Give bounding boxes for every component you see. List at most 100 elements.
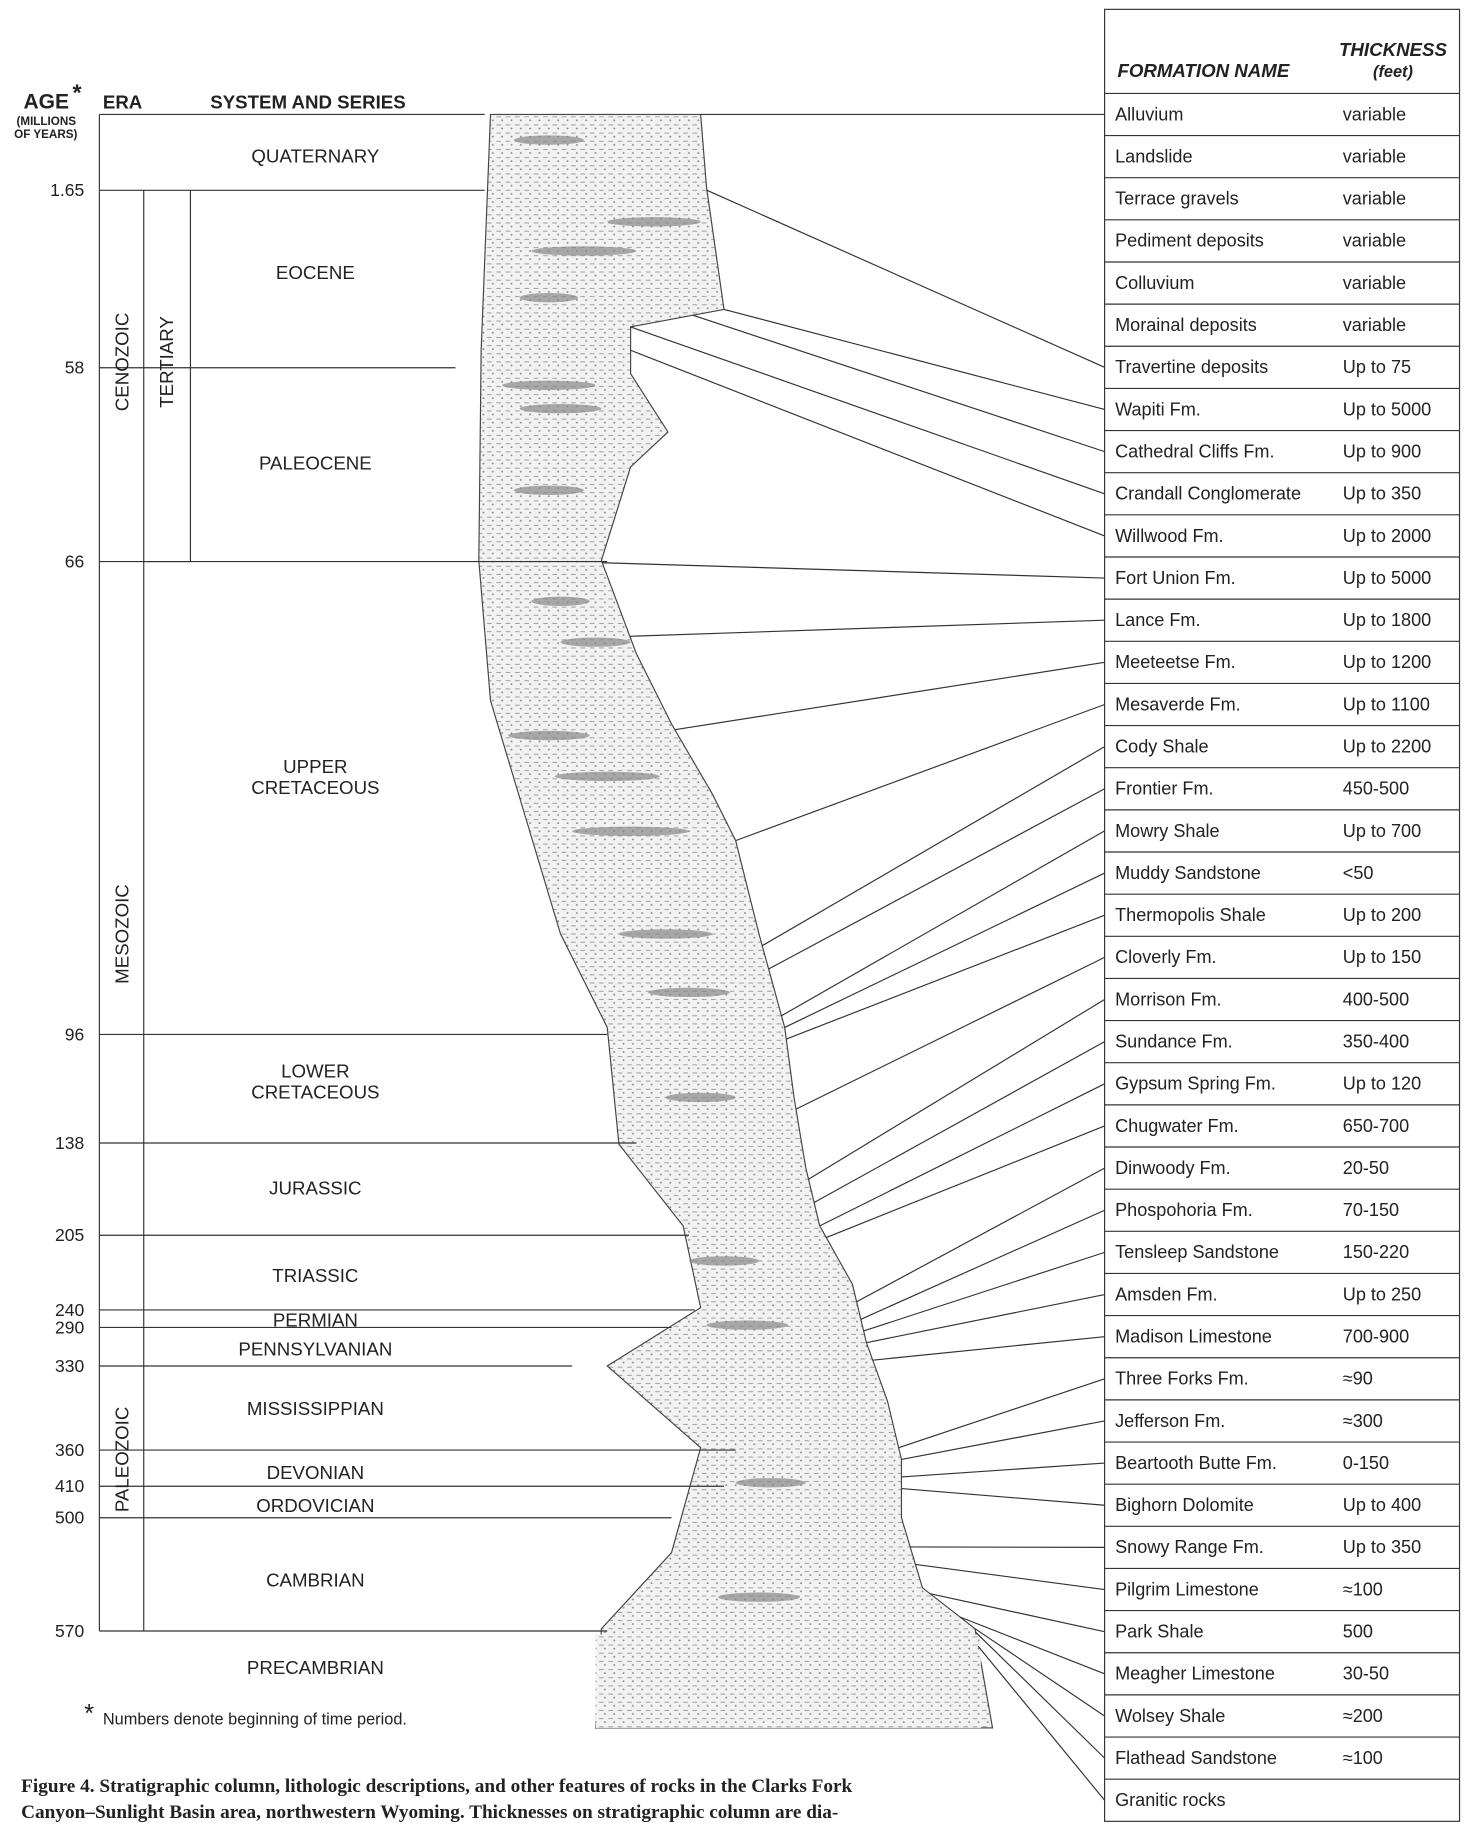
footnote-asterisk: * bbox=[84, 1700, 94, 1728]
leader-line bbox=[630, 620, 1105, 636]
formation-thickness: Up to 400 bbox=[1343, 1495, 1421, 1515]
formation-name: Bighorn Dolomite bbox=[1115, 1495, 1254, 1515]
formation-thickness: 450-500 bbox=[1343, 779, 1409, 799]
lithology-lens bbox=[531, 597, 589, 606]
formation-name: Landslide bbox=[1115, 146, 1192, 166]
formation-thickness: Up to 2200 bbox=[1343, 736, 1431, 756]
formation-thickness: Up to 1800 bbox=[1343, 610, 1431, 630]
formation-name: Alluvium bbox=[1115, 104, 1183, 124]
thickness-units: (feet) bbox=[1373, 63, 1413, 81]
formation-thickness: 650-700 bbox=[1343, 1116, 1409, 1136]
caption-line: Figure 4. Stratigraphic column, litholog… bbox=[21, 1776, 852, 1797]
formation-thickness: variable bbox=[1343, 315, 1406, 335]
era-header: ERA bbox=[103, 92, 142, 113]
formation-thickness: 150-220 bbox=[1343, 1242, 1409, 1262]
lithology-lens bbox=[619, 929, 712, 938]
formation-name: Morainal deposits bbox=[1115, 315, 1257, 335]
formation-thickness: 700-900 bbox=[1343, 1327, 1409, 1347]
formation-thickness: Up to 1200 bbox=[1343, 652, 1431, 672]
thickness-header: THICKNESS bbox=[1339, 39, 1447, 60]
formation-thickness: 500 bbox=[1343, 1622, 1373, 1642]
formation-name: Willwood Fm. bbox=[1115, 526, 1223, 546]
formation-thickness: Up to 2000 bbox=[1343, 526, 1431, 546]
precambrian-block bbox=[596, 1635, 981, 1728]
system-label: UPPER bbox=[283, 756, 347, 777]
formation-name: Colluvium bbox=[1115, 273, 1194, 293]
system-label: PERMIAN bbox=[273, 1309, 358, 1330]
leader-line bbox=[899, 1379, 1105, 1448]
formation-name: Flathead Sandstone bbox=[1115, 1748, 1277, 1768]
age-label: 138 bbox=[55, 1133, 84, 1153]
formation-thickness: 0-150 bbox=[1343, 1453, 1389, 1473]
system-label: ORDOVICIAN bbox=[256, 1495, 374, 1516]
system-label: EOCENE bbox=[276, 262, 355, 283]
formation-name: Wolsey Shale bbox=[1115, 1706, 1225, 1726]
footnote-text: Numbers denote beginning of time period. bbox=[103, 1710, 407, 1728]
age-label: 410 bbox=[55, 1476, 84, 1496]
leader-line bbox=[975, 1629, 1105, 1716]
formation-thickness: Up to 1100 bbox=[1343, 694, 1430, 714]
lithology-lens bbox=[514, 486, 584, 495]
formation-name: Wapiti Fm. bbox=[1115, 399, 1201, 419]
formation-name: Travertine deposits bbox=[1115, 357, 1268, 377]
formation-thickness: Up to 75 bbox=[1343, 357, 1411, 377]
leader-line bbox=[901, 1489, 1104, 1506]
age-label: 58 bbox=[65, 358, 84, 378]
leader-line bbox=[769, 789, 1105, 969]
age-label: 570 bbox=[55, 1621, 84, 1641]
formation-thickness: variable bbox=[1343, 231, 1406, 251]
formation-name: Pediment deposits bbox=[1115, 231, 1264, 251]
leader-line bbox=[873, 1337, 1105, 1360]
formation-name: Thermopolis Shale bbox=[1115, 905, 1266, 925]
stratigraphic-figure: AGE*(MILLIONSOF YEARS)ERASYSTEM AND SERI… bbox=[0, 0, 1469, 1833]
leader-line bbox=[978, 1646, 1105, 1800]
formation-thickness: 400-500 bbox=[1343, 989, 1409, 1009]
system-label: PRECAMBRIAN bbox=[247, 1657, 384, 1678]
era-label: PALEOZOIC bbox=[112, 1407, 133, 1513]
leader-line bbox=[631, 350, 1105, 536]
lithology-lens bbox=[555, 772, 660, 781]
age-label: 96 bbox=[65, 1024, 84, 1044]
system-label: CRETACEOUS bbox=[251, 777, 379, 798]
lithology-lens bbox=[502, 381, 595, 390]
age-header: AGE bbox=[23, 91, 69, 114]
age-label: 360 bbox=[55, 1440, 84, 1460]
formation-thickness: 20-50 bbox=[1343, 1158, 1389, 1178]
system-label: MISSISSIPPIAN bbox=[247, 1398, 384, 1419]
formation-thickness: Up to 350 bbox=[1343, 484, 1421, 504]
formation-thickness: ≈90 bbox=[1343, 1369, 1373, 1389]
lithology-lens bbox=[666, 1093, 736, 1102]
formation-name: Gypsum Spring Fm. bbox=[1115, 1074, 1276, 1094]
formation-name: Granitic rocks bbox=[1115, 1790, 1226, 1810]
formation-name: Amsden Fm. bbox=[1115, 1284, 1217, 1304]
lithology-lens bbox=[561, 637, 631, 646]
leader-line bbox=[736, 704, 1105, 840]
leader-line bbox=[707, 190, 1105, 367]
leader-line bbox=[631, 327, 1105, 494]
age-label: 500 bbox=[55, 1508, 84, 1528]
formation-name: Lance Fm. bbox=[1115, 610, 1200, 630]
formation-header: FORMATION NAME bbox=[1117, 60, 1289, 81]
formation-name: Mesaverde Fm. bbox=[1115, 694, 1241, 714]
lithology-lens bbox=[531, 246, 636, 255]
system-label: TRIASSIC bbox=[272, 1265, 358, 1286]
formation-thickness: Up to 200 bbox=[1343, 905, 1421, 925]
leader-line bbox=[785, 873, 1105, 1027]
system-label: JURASSIC bbox=[269, 1177, 361, 1198]
formation-name: Meeteetse Fm. bbox=[1115, 652, 1236, 672]
formation-thickness: Up to 5000 bbox=[1343, 568, 1431, 588]
formation-name: Chugwater Fm. bbox=[1115, 1116, 1239, 1136]
leader-line bbox=[724, 309, 1105, 409]
system-label: PALEOCENE bbox=[259, 452, 372, 473]
formation-name: Snowy Range Fm. bbox=[1115, 1537, 1264, 1557]
formation-thickness: Up to 5000 bbox=[1343, 399, 1431, 419]
lithology-lens bbox=[718, 1592, 800, 1601]
age-label: 66 bbox=[65, 551, 84, 571]
lithology-lens bbox=[514, 135, 584, 144]
formation-name: Phospohoria Fm. bbox=[1115, 1200, 1253, 1220]
formation-thickness: variable bbox=[1343, 189, 1406, 209]
leader-line bbox=[781, 831, 1104, 1016]
formation-thickness: Up to 120 bbox=[1343, 1074, 1421, 1094]
formation-name: Frontier Fm. bbox=[1115, 779, 1213, 799]
leader-line bbox=[901, 1421, 1104, 1459]
